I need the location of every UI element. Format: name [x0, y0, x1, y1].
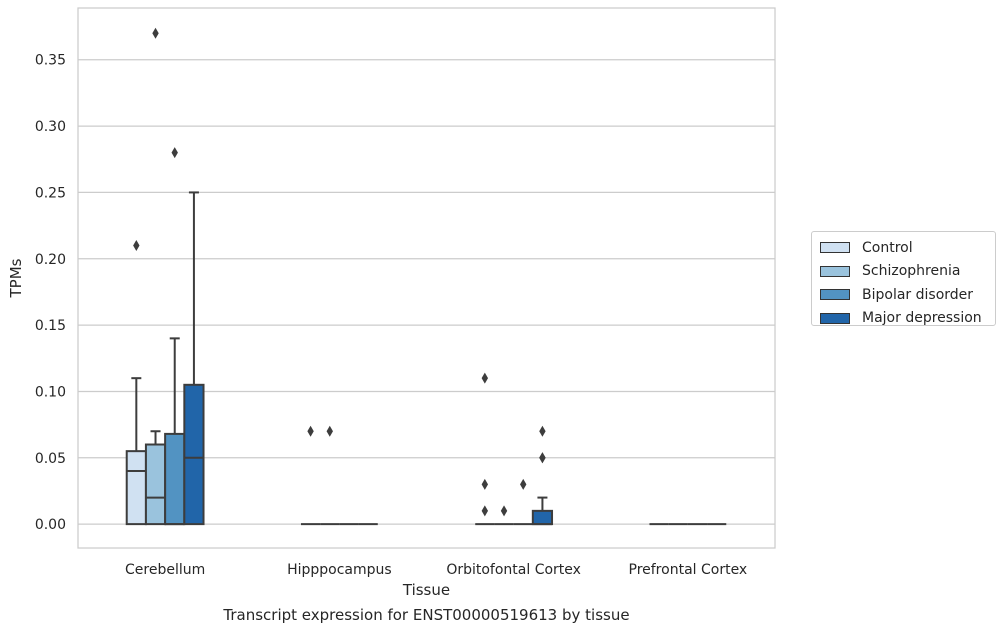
outlier-point	[520, 478, 527, 490]
outlier-point	[481, 478, 489, 490]
y-tick-label: 0.10	[35, 384, 66, 400]
outlier-point	[326, 425, 333, 437]
y-axis-ticks: 0.00 0.05 0.10 0.15 0.20 0.25 0.30 0.35	[35, 53, 66, 533]
legend-swatch	[820, 265, 850, 277]
outlier-point	[152, 27, 159, 39]
outlier-point	[171, 147, 178, 159]
outlier-point	[539, 425, 546, 437]
legend-swatch	[820, 289, 850, 301]
chart-title: Transcript expression for ENST0000051961…	[223, 606, 630, 624]
legend-item: Schizophrenia	[820, 260, 987, 284]
y-tick-label: 0.15	[35, 318, 66, 334]
box-1-0	[300, 425, 321, 526]
box-2-1	[494, 505, 514, 526]
y-tick-label: 0.20	[35, 252, 66, 268]
box-body	[183, 383, 205, 526]
legend-item: Control	[820, 236, 987, 260]
legend-item: Bipolar disorder	[820, 283, 987, 307]
x-axis-ticks: Cerebellum Hipppocampus Orbitofontal Corte…	[125, 562, 747, 578]
box-2-3	[531, 425, 554, 526]
box-plot-marks	[125, 27, 727, 526]
box-body	[164, 432, 186, 526]
box-body	[144, 443, 167, 526]
x-tick-label: Cerebellum	[125, 562, 205, 578]
x-tick-label: Orbitofontal Cortex	[446, 562, 581, 578]
y-tick-label: 0.05	[35, 451, 66, 467]
outlier-point	[481, 372, 489, 384]
plot-frame	[77, 7, 776, 549]
y-axis-label: TPMs	[7, 258, 25, 298]
legend-label: Control	[862, 239, 913, 256]
legend: Control Schizophrenia Bipolar disorder Majo…	[811, 231, 996, 326]
outlier-point	[539, 452, 546, 464]
box-2-0	[475, 372, 495, 526]
box-body	[125, 450, 147, 526]
legend-item: Major depression	[820, 307, 987, 331]
legend-label: Schizophrenia	[862, 263, 961, 280]
box-0-2	[164, 147, 186, 526]
y-tick-label: 0.25	[35, 185, 66, 201]
legend-label: Major depression	[862, 310, 982, 327]
y-tick-label: 0.35	[35, 53, 66, 69]
outlier-point	[133, 239, 140, 251]
x-axis-label: Tissue	[402, 581, 450, 599]
box-0-0	[125, 239, 147, 526]
legend-swatch	[820, 312, 850, 324]
legend-label: Bipolar disorder	[862, 286, 974, 303]
box-1-1	[320, 425, 340, 526]
y-tick-label: 0.30	[35, 119, 66, 135]
box-body	[531, 509, 554, 526]
y-tick-label: 0.00	[35, 517, 66, 533]
x-tick-label: Hipppocampus	[287, 562, 392, 578]
outlier-point	[500, 505, 508, 517]
box-2-2	[513, 478, 533, 526]
outlier-point	[481, 505, 489, 517]
outlier-point	[307, 425, 314, 437]
box-0-3	[183, 191, 205, 526]
legend-swatch	[820, 242, 850, 254]
x-tick-label: Prefrontal Cortex	[629, 562, 748, 578]
box-0-1	[144, 27, 167, 526]
